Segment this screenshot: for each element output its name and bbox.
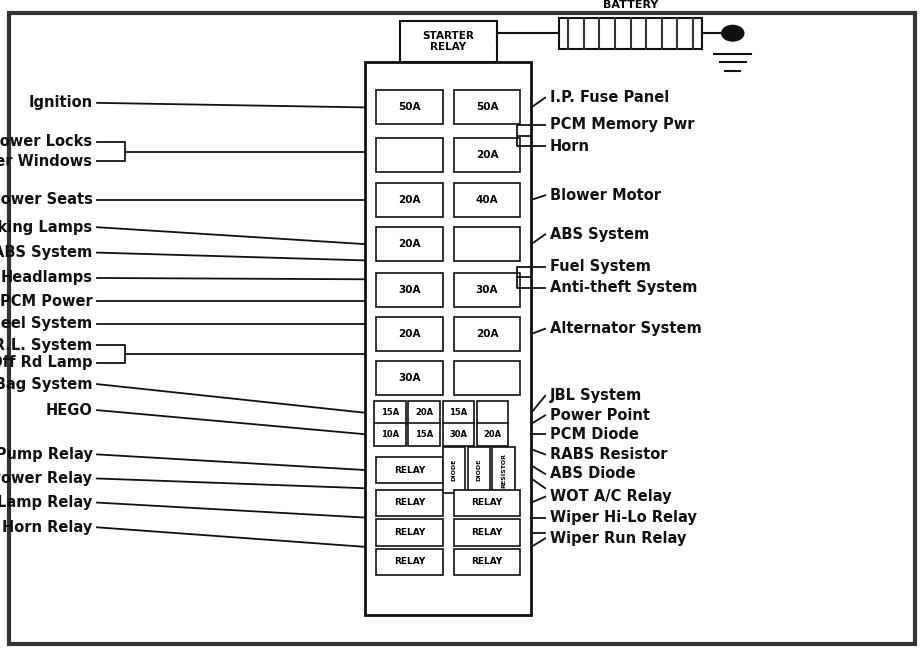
Bar <box>443 423 474 445</box>
Text: ABS Diode: ABS Diode <box>550 466 636 482</box>
Text: Horn: Horn <box>550 139 590 154</box>
Bar <box>477 423 508 445</box>
Text: RELAY: RELAY <box>394 498 425 507</box>
Text: PCM Power Relay: PCM Power Relay <box>0 471 92 486</box>
Bar <box>443 447 465 493</box>
Bar <box>376 361 443 395</box>
Circle shape <box>722 25 744 41</box>
Text: 10A: 10A <box>381 430 399 439</box>
Text: Wiper Run Relay: Wiper Run Relay <box>550 531 687 546</box>
Bar <box>374 401 406 424</box>
Text: RELAY: RELAY <box>394 465 425 475</box>
Text: ABS System: ABS System <box>550 227 649 242</box>
Text: 4 Wheel System: 4 Wheel System <box>0 316 92 331</box>
Bar <box>454 519 520 546</box>
Text: RELAY: RELAY <box>471 528 503 537</box>
Bar <box>376 490 443 516</box>
Bar <box>454 138 520 172</box>
Bar <box>376 227 443 261</box>
Text: 15A: 15A <box>381 408 399 417</box>
Text: 20A: 20A <box>398 329 420 339</box>
Bar <box>376 457 443 483</box>
Bar <box>454 183 520 217</box>
Text: Anti-theft System: Anti-theft System <box>550 280 697 296</box>
Text: 30A: 30A <box>449 430 468 439</box>
Text: Fuel System: Fuel System <box>550 259 650 275</box>
Text: RELAY: RELAY <box>394 528 425 537</box>
Bar <box>376 273 443 307</box>
Bar <box>468 447 490 493</box>
Text: 30A: 30A <box>398 284 420 295</box>
Text: Horn Relay: Horn Relay <box>2 519 92 535</box>
Bar <box>454 273 520 307</box>
Text: DIODE: DIODE <box>476 459 481 481</box>
Text: 20A: 20A <box>483 430 502 439</box>
Text: 50A: 50A <box>476 102 498 113</box>
Bar <box>454 90 520 124</box>
Text: 20A: 20A <box>415 408 433 417</box>
Text: RELAY: RELAY <box>394 557 425 566</box>
Bar <box>559 18 702 49</box>
Text: 20A: 20A <box>476 150 498 160</box>
Text: I.P. Fuse Panel: I.P. Fuse Panel <box>550 90 669 105</box>
Text: 40A: 40A <box>476 195 498 205</box>
Text: Power Locks: Power Locks <box>0 134 92 150</box>
Text: Fuel Pump Relay: Fuel Pump Relay <box>0 447 92 462</box>
Text: D.R.L. System: D.R.L. System <box>0 337 92 353</box>
Text: 20A: 20A <box>476 329 498 339</box>
Bar <box>454 361 520 395</box>
Text: Power Windows: Power Windows <box>0 154 92 169</box>
Bar <box>376 138 443 172</box>
Text: BATTERY: BATTERY <box>603 0 658 10</box>
Text: 30A: 30A <box>476 284 498 295</box>
Text: Headlamps: Headlamps <box>0 270 92 286</box>
Text: PCM Memory Pwr: PCM Memory Pwr <box>550 117 694 133</box>
Bar <box>376 549 443 575</box>
Bar <box>376 90 443 124</box>
Text: Ignition: Ignition <box>29 95 92 111</box>
Bar <box>477 401 508 424</box>
Bar <box>376 519 443 546</box>
Text: Power Point: Power Point <box>550 408 650 423</box>
Text: Air Bag System: Air Bag System <box>0 376 92 392</box>
Text: 15A: 15A <box>449 408 468 417</box>
Bar <box>374 423 406 445</box>
Text: ABS System: ABS System <box>0 245 92 260</box>
Text: Parking Lamps: Parking Lamps <box>0 219 92 235</box>
Text: PCM Diode: PCM Diode <box>550 426 638 442</box>
Text: RELAY: RELAY <box>471 557 503 566</box>
Bar <box>454 317 520 351</box>
Text: HEGO: HEGO <box>45 402 92 418</box>
Text: JBL System: JBL System <box>550 388 642 404</box>
Text: Alternator System: Alternator System <box>550 321 701 337</box>
Text: RESISTOR: RESISTOR <box>501 452 506 488</box>
Bar <box>492 447 515 493</box>
Text: Blower Motor: Blower Motor <box>550 187 661 203</box>
Text: 30A: 30A <box>398 372 420 383</box>
Text: STARTER
RELAY: STARTER RELAY <box>422 31 474 53</box>
Bar <box>454 549 520 575</box>
Text: Fog Lamp Relay: Fog Lamp Relay <box>0 495 92 510</box>
Text: 20A: 20A <box>398 195 420 205</box>
Bar <box>399 21 497 62</box>
Text: Power Seats: Power Seats <box>0 192 92 208</box>
Text: 50A: 50A <box>398 102 420 113</box>
Text: WOT A/C Relay: WOT A/C Relay <box>550 489 672 505</box>
Bar <box>365 62 531 615</box>
Bar <box>376 183 443 217</box>
Text: 20A: 20A <box>398 239 420 249</box>
Text: Fog/Off Rd Lamp: Fog/Off Rd Lamp <box>0 355 92 370</box>
Bar <box>443 401 474 424</box>
Text: RABS Resistor: RABS Resistor <box>550 447 667 462</box>
Bar <box>454 490 520 516</box>
Text: PCM Power: PCM Power <box>0 294 92 309</box>
Bar <box>376 317 443 351</box>
Text: DIODE: DIODE <box>451 459 456 481</box>
Text: Wiper Hi-Lo Relay: Wiper Hi-Lo Relay <box>550 510 697 525</box>
Text: RELAY: RELAY <box>471 498 503 507</box>
Text: 15A: 15A <box>415 430 433 439</box>
Bar <box>408 401 440 424</box>
Bar <box>454 227 520 261</box>
Bar <box>408 423 440 445</box>
